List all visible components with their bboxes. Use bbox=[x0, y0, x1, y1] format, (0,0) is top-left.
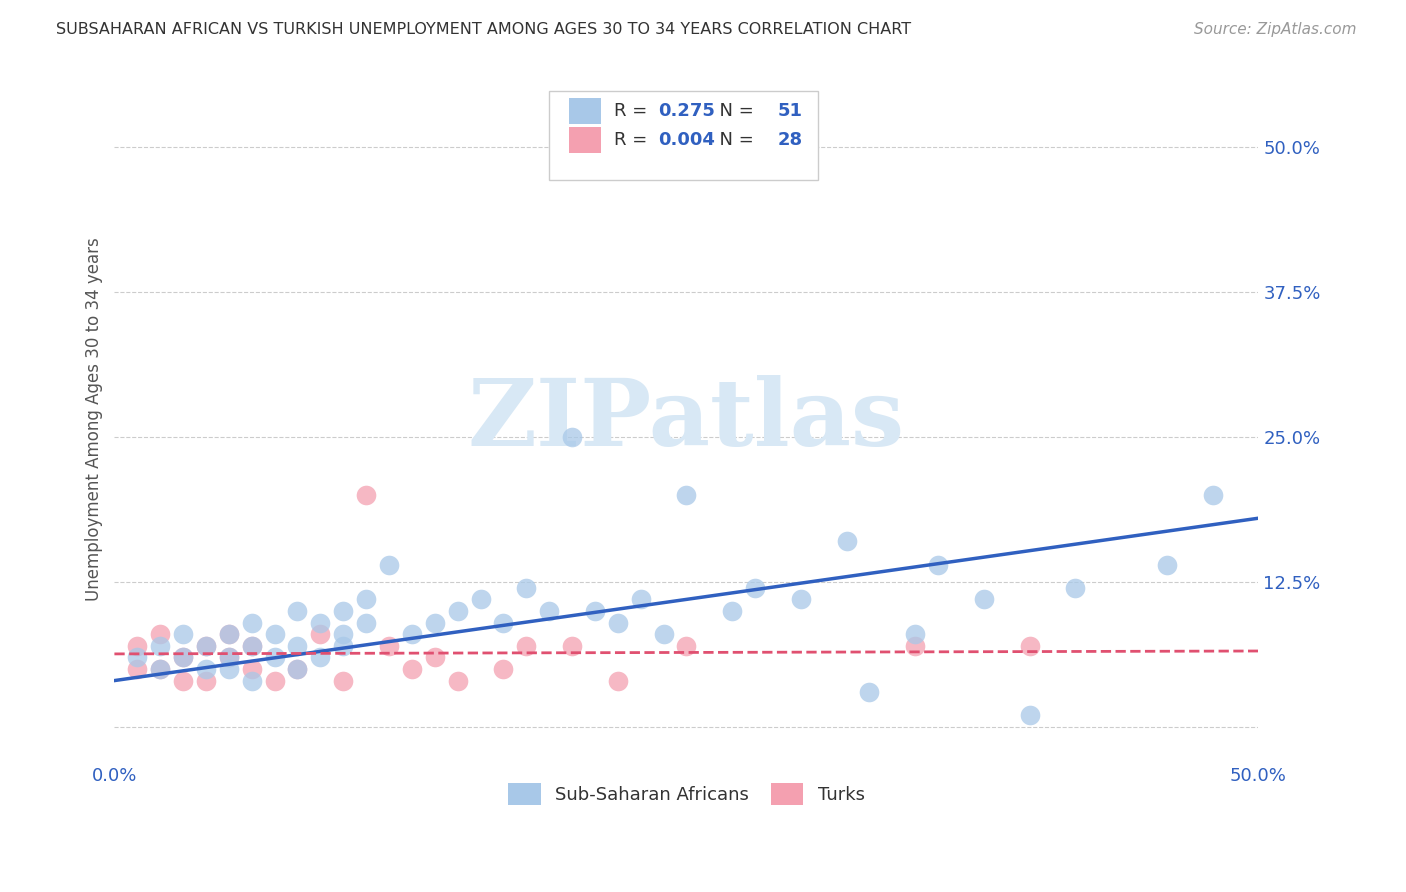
Point bbox=[149, 639, 172, 653]
FancyBboxPatch shape bbox=[550, 91, 818, 180]
Point bbox=[194, 639, 217, 653]
Point bbox=[492, 615, 515, 630]
Point bbox=[721, 604, 744, 618]
Point bbox=[1064, 581, 1087, 595]
Point bbox=[172, 673, 194, 688]
Point bbox=[240, 639, 263, 653]
Point bbox=[218, 650, 240, 665]
Point bbox=[309, 650, 332, 665]
Point bbox=[446, 673, 468, 688]
Point bbox=[470, 592, 492, 607]
Point bbox=[378, 558, 401, 572]
Point bbox=[630, 592, 652, 607]
Point bbox=[287, 662, 309, 676]
Text: R =: R = bbox=[614, 102, 654, 120]
Point bbox=[515, 581, 537, 595]
Point bbox=[127, 639, 149, 653]
Point bbox=[194, 673, 217, 688]
Text: SUBSAHARAN AFRICAN VS TURKISH UNEMPLOYMENT AMONG AGES 30 TO 34 YEARS CORRELATION: SUBSAHARAN AFRICAN VS TURKISH UNEMPLOYME… bbox=[56, 22, 911, 37]
Point bbox=[172, 650, 194, 665]
Point bbox=[446, 604, 468, 618]
Point bbox=[332, 627, 354, 641]
Point bbox=[218, 662, 240, 676]
Y-axis label: Unemployment Among Ages 30 to 34 years: Unemployment Among Ages 30 to 34 years bbox=[86, 238, 103, 601]
Point bbox=[149, 627, 172, 641]
Point bbox=[354, 488, 377, 502]
FancyBboxPatch shape bbox=[568, 98, 600, 124]
Point bbox=[538, 604, 561, 618]
Text: 0.004: 0.004 bbox=[658, 131, 714, 149]
Point bbox=[561, 639, 583, 653]
Point bbox=[332, 639, 354, 653]
Point bbox=[263, 650, 285, 665]
FancyBboxPatch shape bbox=[568, 127, 600, 153]
Point bbox=[973, 592, 995, 607]
Point bbox=[354, 615, 377, 630]
Point bbox=[858, 685, 880, 699]
Point bbox=[1018, 639, 1040, 653]
Point bbox=[172, 627, 194, 641]
Legend: Sub-Saharan Africans, Turks: Sub-Saharan Africans, Turks bbox=[499, 774, 873, 814]
Point bbox=[127, 662, 149, 676]
Point bbox=[492, 662, 515, 676]
Point bbox=[583, 604, 606, 618]
Point bbox=[287, 604, 309, 618]
Point bbox=[401, 627, 423, 641]
Point bbox=[194, 662, 217, 676]
Point bbox=[515, 639, 537, 653]
Point bbox=[240, 673, 263, 688]
Point bbox=[240, 639, 263, 653]
Point bbox=[240, 615, 263, 630]
Point bbox=[675, 488, 697, 502]
Point bbox=[240, 662, 263, 676]
Text: 28: 28 bbox=[778, 131, 803, 149]
Point bbox=[218, 627, 240, 641]
Point bbox=[606, 673, 628, 688]
Text: R =: R = bbox=[614, 131, 654, 149]
Text: N =: N = bbox=[709, 131, 759, 149]
Point bbox=[904, 627, 927, 641]
Text: 51: 51 bbox=[778, 102, 803, 120]
Point bbox=[675, 639, 697, 653]
Point bbox=[790, 592, 813, 607]
Point bbox=[423, 650, 446, 665]
Text: 0.275: 0.275 bbox=[658, 102, 714, 120]
Point bbox=[904, 639, 927, 653]
Text: ZIPatlas: ZIPatlas bbox=[468, 375, 905, 465]
Point bbox=[354, 592, 377, 607]
Point bbox=[149, 662, 172, 676]
Point bbox=[401, 662, 423, 676]
Point bbox=[561, 430, 583, 444]
Text: N =: N = bbox=[709, 102, 759, 120]
Point bbox=[835, 534, 858, 549]
Point bbox=[423, 615, 446, 630]
Point bbox=[332, 604, 354, 618]
Point bbox=[194, 639, 217, 653]
Text: Source: ZipAtlas.com: Source: ZipAtlas.com bbox=[1194, 22, 1357, 37]
Point bbox=[263, 627, 285, 641]
Point bbox=[1018, 708, 1040, 723]
Point bbox=[218, 627, 240, 641]
Point bbox=[149, 662, 172, 676]
Point bbox=[309, 627, 332, 641]
Point bbox=[127, 650, 149, 665]
Point bbox=[218, 650, 240, 665]
Point bbox=[287, 662, 309, 676]
Point bbox=[287, 639, 309, 653]
Point bbox=[1156, 558, 1178, 572]
Point bbox=[309, 615, 332, 630]
Point bbox=[378, 639, 401, 653]
Point bbox=[744, 581, 766, 595]
Point bbox=[332, 673, 354, 688]
Point bbox=[1202, 488, 1225, 502]
Point bbox=[606, 615, 628, 630]
Point bbox=[927, 558, 949, 572]
Point bbox=[172, 650, 194, 665]
Point bbox=[652, 627, 675, 641]
Point bbox=[263, 673, 285, 688]
